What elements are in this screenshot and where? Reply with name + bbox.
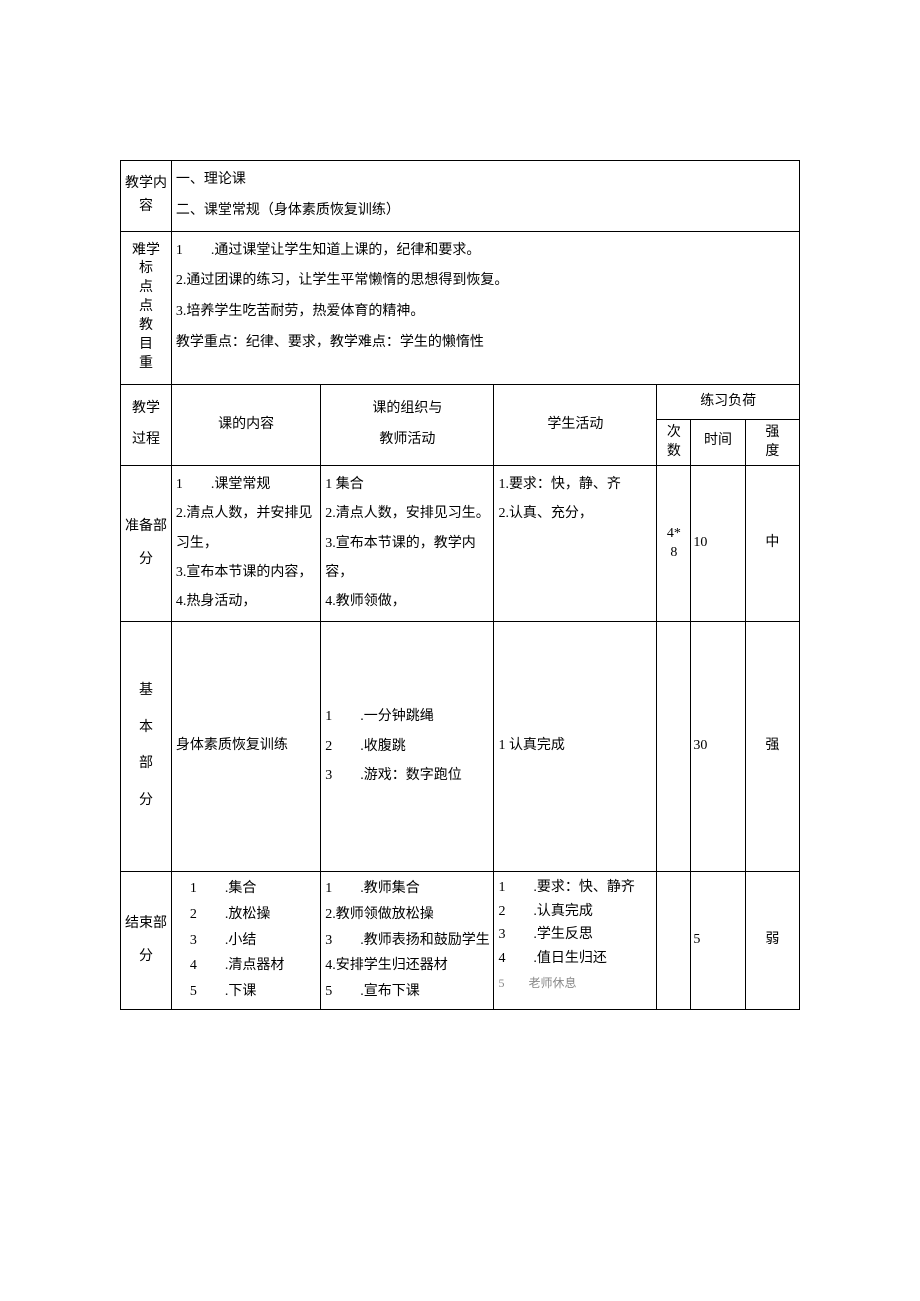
prep-intensity: 中 <box>745 465 799 621</box>
main-teacher-activity: 1 .一分钟跳绳 2 .收腹跳 3 .游戏：数字跑位 <box>321 621 494 871</box>
process-header: 教学过程 <box>121 384 172 465</box>
objectives-label: 难学标点点教目重 <box>121 231 172 384</box>
end-time: 5 <box>691 871 745 1009</box>
course-content-header: 课的内容 <box>171 384 320 465</box>
end-section-label: 结束部分 <box>121 871 172 1009</box>
obj-line-2: 2.通过团课的练习，让学生平常懒惰的思想得到恢复。 <box>176 266 797 297</box>
prep-time: 10 <box>691 465 745 621</box>
prep-teacher-activity: 1 集合 2.清点人数，安排见习生。 3.宣布本节课的，教学内容， 4.教师领做… <box>321 465 494 621</box>
main-intensity: 强 <box>745 621 799 871</box>
end-times <box>657 871 691 1009</box>
content-line-1: 一、理论课 <box>176 165 797 196</box>
obj-line-4: 教学重点：纪律、要求，教学难点：学生的懒惰性 <box>176 328 797 359</box>
objectives-cell: 1 .通过课堂让学生知道上课的，纪律和要求。 2.通过团课的练习，让学生平常懒惰… <box>171 231 799 384</box>
prep-times: 4*8 <box>657 465 691 621</box>
practice-load-header: 练习负荷 <box>657 384 800 420</box>
end-intensity: 弱 <box>745 871 799 1009</box>
end-student-activity: 1 .要求：快、静齐 2 .认真完成 3 .学生反思 4 .值日生归还 5 老师… <box>494 871 657 1009</box>
prep-student-activity: 1.要求：快，静、齐 2.认真、充分， <box>494 465 657 621</box>
lesson-plan-table: 教学内容 一、理论课 二、课堂常规（身体素质恢复训练） 难学标点点教目重 1 .… <box>120 160 800 1010</box>
end-teacher-activity: 1 .教师集合 2.教师领做放松操 3 .教师表扬和鼓励学生 4.安排学生归还器… <box>321 871 494 1009</box>
times-header: 次数 <box>657 420 691 465</box>
teaching-content-label: 教学内容 <box>121 161 172 232</box>
prep-section-label: 准备部分 <box>121 465 172 621</box>
teacher-activity-header: 课的组织与教师活动 <box>321 384 494 465</box>
main-time: 30 <box>691 621 745 871</box>
student-activity-header: 学生活动 <box>494 384 657 465</box>
teaching-content-cell: 一、理论课 二、课堂常规（身体素质恢复训练） <box>171 161 799 232</box>
time-header: 时间 <box>691 420 745 465</box>
end-content: 1 .集合 2 .放松操 3 .小结 4 .清点器材 5 .下课 <box>171 871 320 1009</box>
main-student-activity: 1 认真完成 <box>494 621 657 871</box>
obj-line-3: 3.培养学生吃苦耐劳，热爱体育的精神。 <box>176 297 797 328</box>
obj-line-1: 1 .通过课堂让学生知道上课的，纪律和要求。 <box>176 236 797 267</box>
intensity-header: 强度 <box>745 420 799 465</box>
main-times <box>657 621 691 871</box>
content-line-2: 二、课堂常规（身体素质恢复训练） <box>176 196 797 227</box>
main-content: 身体素质恢复训练 <box>171 621 320 871</box>
main-section-label: 基本部分 <box>121 621 172 871</box>
prep-content: 1 .课堂常规 2.清点人数，并安排见习生， 3.宣布本节课的内容， 4.热身活… <box>171 465 320 621</box>
